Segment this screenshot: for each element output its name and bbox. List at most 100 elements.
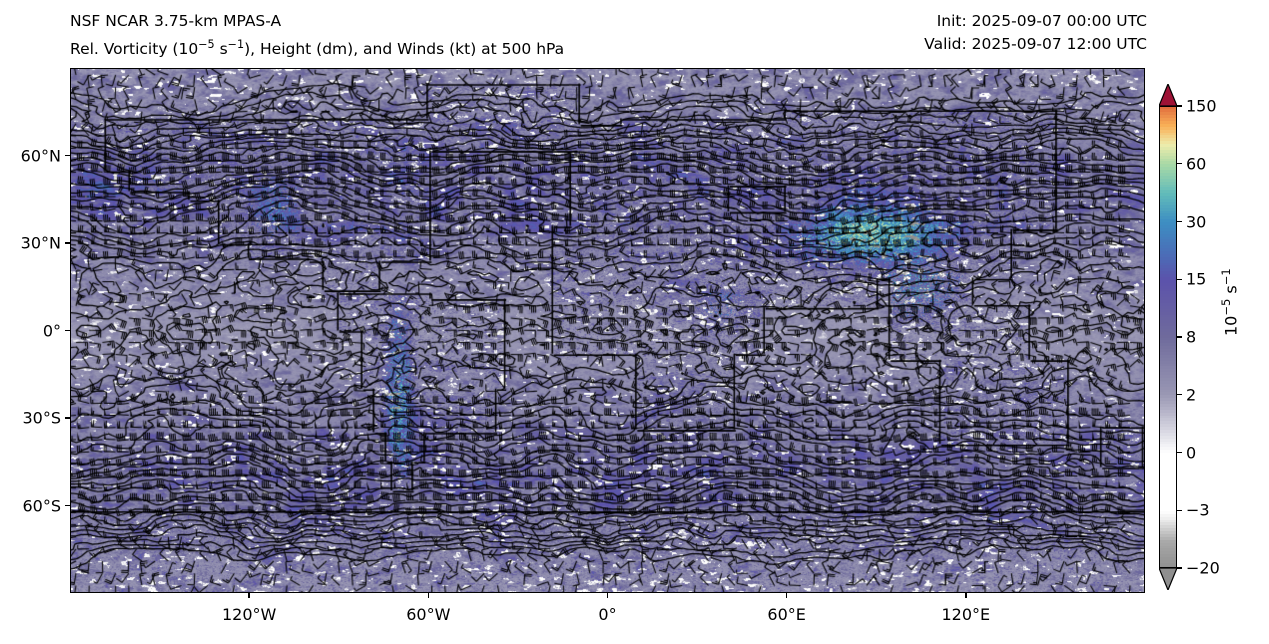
colorbar-band (1160, 262, 1176, 267)
colorbar-tick-mark (1177, 163, 1182, 165)
colorbar-extend-max-arrow (1159, 84, 1177, 106)
colorbar-band (1160, 268, 1176, 272)
colorbar-band (1160, 144, 1176, 148)
colorbar-band (1160, 375, 1176, 379)
colorbar-band (1160, 204, 1176, 209)
colorbar-band (1160, 259, 1176, 264)
colorbar-band (1160, 453, 1176, 457)
x-tick-label: 120°W (221, 605, 277, 624)
colorbar-band (1160, 562, 1176, 567)
colorbar-label-exponent-1: −5 (1219, 298, 1233, 316)
colorbar-tick-label: 2 (1186, 385, 1197, 405)
valid-time-label: Valid: 2025-09-07 12:00 UTC (924, 35, 1147, 53)
colorbar-band (1160, 227, 1176, 232)
colorbar-band (1160, 557, 1176, 561)
colorbar-band (1160, 184, 1176, 189)
colorbar-band (1160, 288, 1176, 293)
colorbar-tick-label: −3 (1186, 500, 1210, 520)
colorbar-band (1160, 323, 1176, 327)
colorbar-band (1160, 418, 1176, 423)
colorbar-band (1160, 279, 1176, 284)
field-title-exponent-2: −1 (227, 38, 245, 51)
colorbar-band (1160, 438, 1176, 443)
colorbar-band (1160, 152, 1176, 157)
colorbar-tick-label: −20 (1186, 558, 1220, 578)
colorbar-band (1160, 213, 1176, 218)
map-axes (70, 68, 1145, 593)
colorbar-band (1160, 479, 1176, 483)
colorbar-band (1160, 149, 1176, 154)
colorbar-band (1160, 314, 1176, 319)
field-title-exponent-1: −5 (198, 38, 215, 51)
colorbar-band (1160, 513, 1176, 518)
colorbar-band (1160, 132, 1176, 137)
colorbar-band (1160, 129, 1176, 134)
colorbar-band (1160, 505, 1176, 509)
colorbar-band (1160, 409, 1176, 414)
colorbar-tick-label: 8 (1186, 327, 1197, 347)
colorbar-band (1160, 380, 1176, 385)
colorbar-band (1160, 430, 1176, 434)
colorbar-band (1160, 554, 1176, 558)
colorbar-label-prefix: 10 (1221, 315, 1241, 336)
colorbar-band (1160, 392, 1176, 397)
valid-time-block: Init: 2025-09-07 00:00 UTC Valid: 2025-0… (924, 10, 1147, 56)
colorbar-band (1160, 109, 1176, 114)
colorbar-band (1160, 481, 1176, 486)
colorbar-band (1160, 239, 1176, 244)
colorbar-tick-mark (1177, 278, 1182, 280)
colorbar-band (1160, 326, 1176, 330)
x-tick-mark (785, 593, 788, 598)
colorbar-band (1160, 467, 1176, 472)
colorbar-band (1160, 528, 1176, 532)
colorbar-band (1160, 317, 1176, 322)
colorbar-band (1160, 516, 1176, 521)
colorbar-band (1160, 548, 1176, 553)
colorbar-band (1160, 542, 1176, 547)
colorbar-band (1160, 138, 1176, 143)
y-tick-label: 60°N (20, 146, 61, 165)
colorbar-tick-mark (1177, 509, 1182, 511)
colorbar-band (1160, 565, 1176, 567)
colorbar-band (1160, 424, 1176, 428)
colorbar-band (1160, 531, 1176, 535)
colorbar-band (1160, 250, 1176, 255)
y-tick-label: 30°S (22, 408, 61, 428)
y-tick-mark (65, 417, 70, 419)
colorbar (1159, 84, 1177, 590)
colorbar-band (1160, 502, 1176, 506)
colorbar-band (1160, 126, 1176, 131)
colorbar-band (1160, 302, 1176, 307)
colorbar-tick-label: 150 (1186, 96, 1217, 116)
colorbar-band (1160, 121, 1176, 125)
colorbar-band (1160, 406, 1176, 411)
colorbar-band (1160, 164, 1176, 169)
colorbar-band (1160, 369, 1176, 374)
colorbar-band (1160, 334, 1176, 339)
colorbar-band (1160, 346, 1176, 350)
colorbar-band (1160, 245, 1176, 249)
colorbar-band (1160, 193, 1176, 197)
colorbar-band (1160, 256, 1176, 261)
colorbar-band (1160, 305, 1176, 310)
colorbar-band (1160, 395, 1176, 400)
model-title: NSF NCAR 3.75-km MPAS-A (70, 12, 282, 30)
colorbar-band (1160, 519, 1176, 524)
colorbar-band (1160, 123, 1176, 128)
colorbar-band (1160, 320, 1176, 324)
colorbar-band (1160, 476, 1176, 480)
colorbar-band (1160, 147, 1176, 151)
colorbar-band (1160, 510, 1176, 515)
colorbar-band (1160, 112, 1176, 117)
colorbar-band (1160, 107, 1176, 111)
colorbar-band (1160, 352, 1176, 356)
colorbar-tick-mark (1177, 451, 1182, 454)
colorbar-band (1160, 170, 1176, 174)
field-title-suffix: ), Height (dm), and Winds (kt) at 500 hP… (244, 40, 565, 59)
colorbar-band (1160, 461, 1176, 466)
colorbar-band (1160, 118, 1176, 122)
colorbar-band (1160, 210, 1176, 215)
colorbar-band (1160, 366, 1176, 371)
colorbar-band (1160, 201, 1176, 206)
x-tick-label: 0° (598, 605, 617, 624)
